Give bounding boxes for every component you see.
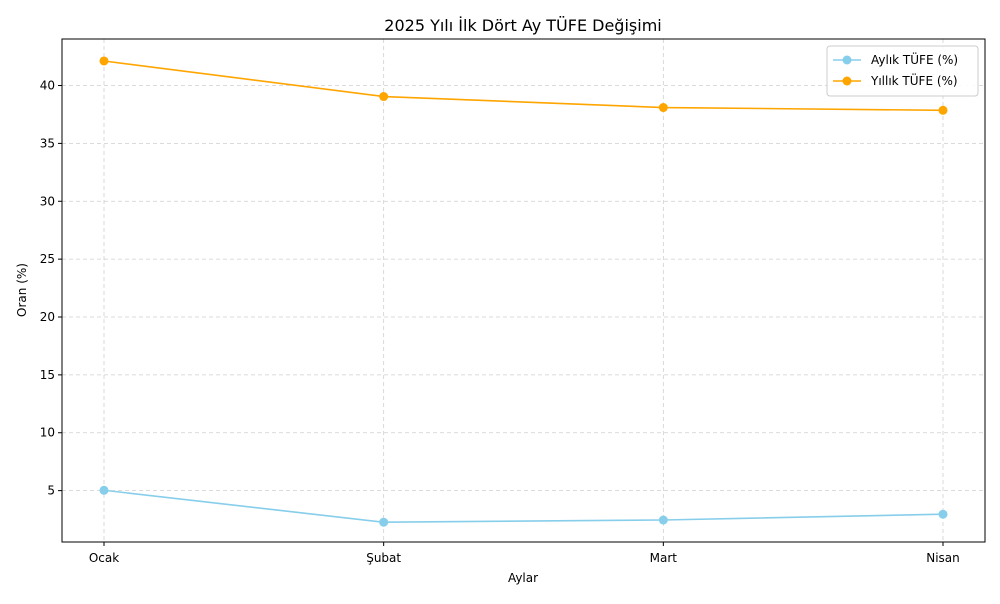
legend-box <box>826 45 979 97</box>
data-point-0 <box>938 509 948 519</box>
x-tick-label: Ocak <box>89 551 119 565</box>
legend-label-0: Aylık TÜFE (%) <box>871 51 958 67</box>
y-tick-label: 5 <box>47 484 55 498</box>
data-point-1 <box>658 103 668 113</box>
x-axis: Ocak Şubat Mart Nisan <box>89 542 960 565</box>
legend: Aylık TÜFE (%) Yıllık TÜFE (%) <box>826 45 979 97</box>
data-point-1 <box>938 105 948 115</box>
y-tick-label: 15 <box>40 368 55 382</box>
data-point-0 <box>99 485 109 495</box>
x-tick-label: Nisan <box>926 551 960 565</box>
y-tick-label: 10 <box>40 426 55 440</box>
grid-lines <box>62 39 985 542</box>
series-line-0 <box>103 489 944 524</box>
legend-label-1: Yıllık TÜFE (%) <box>870 72 958 88</box>
y-tick-label: 40 <box>40 79 55 93</box>
y-tick-label: 20 <box>40 310 55 324</box>
y-axis-label: Oran (%) <box>15 263 29 317</box>
y-axis: 5 10 15 20 25 30 35 40 <box>40 79 62 498</box>
series-layer <box>99 56 948 527</box>
y-tick-label: 30 <box>40 194 55 208</box>
legend-marker-1 <box>842 76 852 86</box>
data-point-1 <box>99 56 109 66</box>
x-tick-label: Şubat <box>366 551 401 565</box>
y-tick-label: 25 <box>40 252 55 266</box>
plot-frame <box>61 38 986 543</box>
y-tick-label: 35 <box>40 136 55 150</box>
series-line-1 <box>103 60 944 112</box>
x-tick-label: Mart <box>650 551 678 565</box>
data-point-0 <box>658 515 668 525</box>
data-point-1 <box>379 92 389 102</box>
data-point-0 <box>379 517 389 527</box>
legend-marker-0 <box>842 55 852 65</box>
chart-title: 2025 Yılı İlk Dört Ay TÜFE Değişimi <box>384 16 661 35</box>
x-axis-label: Aylar <box>508 571 538 585</box>
